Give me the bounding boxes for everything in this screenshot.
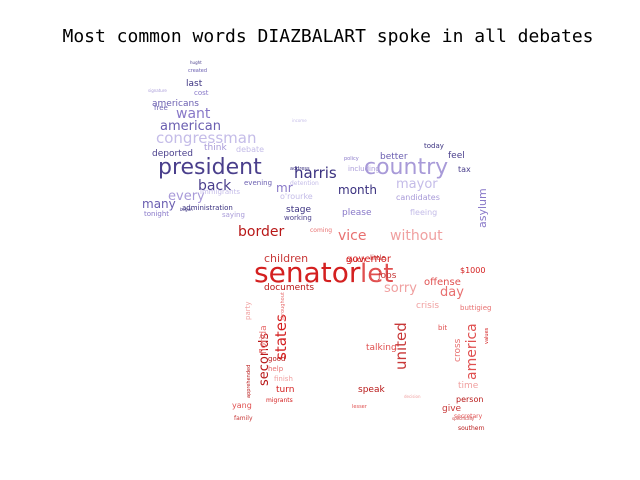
cloud-word: without bbox=[390, 228, 443, 244]
cloud-word: created bbox=[188, 68, 207, 74]
cloud-word: o'rourke bbox=[280, 192, 313, 201]
cloud-word: stage bbox=[286, 205, 311, 215]
cloud-word: migrants bbox=[266, 397, 293, 404]
cloud-word: tonight bbox=[144, 210, 169, 218]
cloud-word: debate bbox=[236, 145, 264, 154]
cloud-word: back bbox=[198, 178, 232, 194]
cloud-word: senator bbox=[254, 256, 361, 289]
cloud-word: mayor bbox=[396, 177, 438, 192]
cloud-word: party bbox=[244, 302, 252, 321]
cloud-word: harris bbox=[294, 164, 337, 182]
cloud-word: speak bbox=[358, 385, 385, 395]
cloud-word: today bbox=[424, 142, 444, 150]
cloud-word: income bbox=[292, 118, 307, 123]
cloud-word: governor bbox=[346, 254, 392, 265]
cloud-word: congressman bbox=[156, 129, 256, 147]
cloud-word: children bbox=[264, 252, 308, 265]
cloud-word: yang bbox=[232, 401, 252, 410]
cloud-word: florida bbox=[259, 325, 269, 354]
cloud-word: mr bbox=[276, 181, 293, 195]
cloud-word: many bbox=[142, 197, 176, 211]
cloud-word: hught bbox=[190, 60, 202, 65]
cloud-word: documents bbox=[264, 283, 314, 293]
cloud-word: asylum bbox=[476, 188, 489, 228]
cloud-word: lesser bbox=[352, 404, 368, 410]
cloud-word: seconds bbox=[257, 333, 272, 386]
cloud-word: coming bbox=[310, 227, 332, 234]
cloud-word: bit bbox=[438, 324, 447, 332]
chart-title: Most common words DIAZBALART spoke in al… bbox=[62, 26, 594, 47]
cloud-word: cross bbox=[453, 338, 463, 362]
cloud-word: including bbox=[348, 165, 380, 173]
cloud-word: secretary bbox=[454, 413, 483, 420]
cloud-word: talking bbox=[366, 343, 397, 353]
cloud-word: every bbox=[168, 189, 205, 204]
cloud-word: time bbox=[458, 381, 479, 391]
cloud-word: address bbox=[290, 166, 310, 172]
cloud-word: throughout bbox=[280, 292, 286, 320]
cloud-word: think bbox=[204, 143, 227, 153]
cloud-word: southern bbox=[458, 425, 485, 432]
cloud-word: america bbox=[464, 323, 480, 380]
cloud-word: values bbox=[484, 327, 490, 344]
cloud-word: specifically bbox=[452, 416, 475, 421]
cloud-word: person bbox=[456, 395, 483, 404]
cloud-word: saying bbox=[222, 211, 245, 219]
cloud-word: $1000 bbox=[460, 266, 485, 275]
cloud-word: please bbox=[342, 208, 372, 218]
cloud-word: states bbox=[272, 314, 290, 360]
cloud-word: buttigieg bbox=[460, 304, 491, 312]
cloud-word: day bbox=[440, 285, 464, 300]
cloud-word: want bbox=[176, 106, 211, 122]
cloud-word: crisis bbox=[416, 301, 439, 311]
cloud-word: deported bbox=[152, 149, 193, 159]
cloud-word: much bbox=[346, 256, 366, 264]
cloud-word: free bbox=[154, 104, 168, 112]
cloud-word: decision bbox=[404, 394, 421, 399]
cloud-word: policy bbox=[344, 156, 359, 162]
cloud-word: begun bbox=[180, 207, 193, 212]
cloud-word: united bbox=[392, 322, 410, 370]
cloud-word: sorry bbox=[384, 281, 417, 296]
cloud-word: country bbox=[364, 155, 448, 180]
cloud-word: americans bbox=[152, 99, 199, 109]
cloud-word: let bbox=[360, 259, 393, 289]
cloud-word: evening bbox=[244, 179, 272, 187]
cloud-word: working bbox=[284, 214, 312, 222]
cloud-word: tax bbox=[458, 165, 471, 174]
cloud-word: cost bbox=[194, 89, 209, 97]
cloud-word: detention bbox=[290, 180, 319, 187]
cloud-word: month bbox=[338, 183, 377, 197]
cloud-word: better bbox=[380, 152, 408, 162]
cloud-word: jobs bbox=[377, 271, 397, 281]
cloud-word: border bbox=[238, 224, 284, 240]
cloud-word: apprehended bbox=[246, 365, 252, 398]
cloud-word: administration bbox=[182, 204, 233, 212]
cloud-word: family bbox=[234, 415, 253, 422]
cloud-word: american bbox=[160, 119, 221, 134]
cloud-word: little bbox=[370, 254, 386, 262]
cloud-word: fleeing bbox=[410, 208, 437, 217]
cloud-word: good bbox=[268, 355, 285, 363]
cloud-word: give bbox=[442, 404, 462, 414]
cloud-word: feel bbox=[448, 151, 465, 161]
cloud-word: immigrants bbox=[200, 188, 240, 196]
cloud-word: help bbox=[268, 365, 284, 373]
cloud-word: finish bbox=[274, 375, 293, 383]
cloud-word: offense bbox=[424, 277, 461, 288]
cloud-word: candidates bbox=[396, 193, 440, 202]
cloud-word: last bbox=[186, 79, 203, 89]
cloud-word: vice bbox=[338, 228, 367, 244]
cloud-word: turn bbox=[276, 385, 294, 395]
cloud-word: signature bbox=[148, 88, 167, 93]
cloud-word: president bbox=[158, 155, 262, 180]
